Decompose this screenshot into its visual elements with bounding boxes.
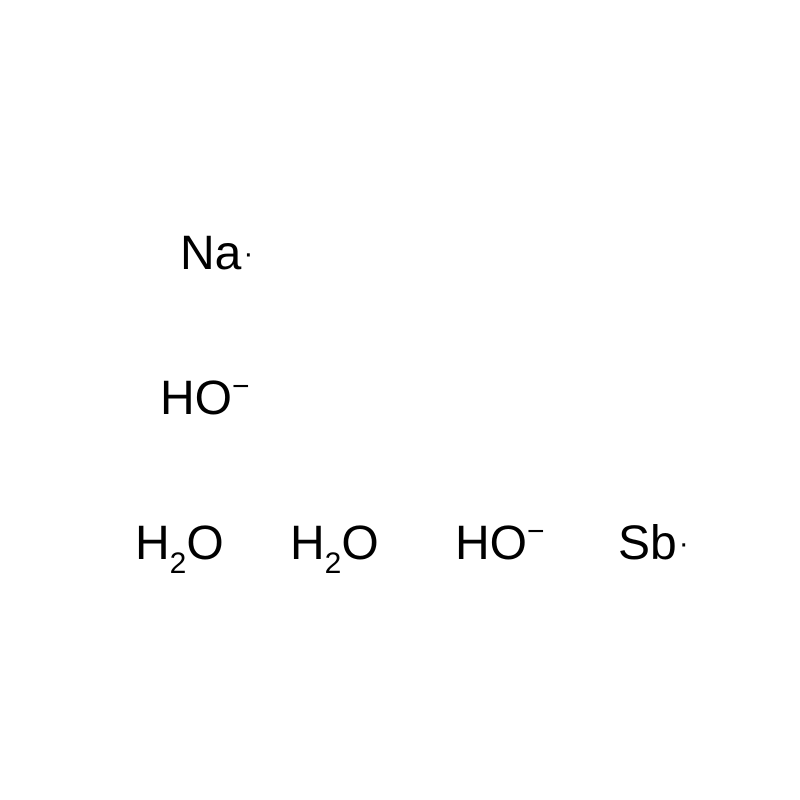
species-water-left: H2O bbox=[135, 520, 224, 571]
sb-radical-dot: · bbox=[677, 527, 689, 560]
species-na: Na· bbox=[180, 230, 253, 278]
hydroxide-top-charge: − bbox=[232, 370, 250, 403]
species-hydroxide-right: HO− bbox=[455, 520, 545, 568]
hydroxide-right-charge: − bbox=[527, 515, 545, 548]
sb-symbol: Sb bbox=[618, 517, 677, 570]
hydroxide-right-formula: HO bbox=[455, 517, 527, 570]
water-left-sub2: 2 bbox=[170, 547, 187, 580]
water-left-O: O bbox=[186, 517, 223, 570]
water-mid-O: O bbox=[341, 517, 378, 570]
water-mid-H: H bbox=[290, 517, 325, 570]
species-hydroxide-top: HO− bbox=[160, 375, 250, 423]
na-radical-dot: · bbox=[241, 237, 253, 270]
species-water-mid: H2O bbox=[290, 520, 379, 571]
water-left-H: H bbox=[135, 517, 170, 570]
hydroxide-top-formula: HO bbox=[160, 372, 232, 425]
chemical-structure-canvas: Na· HO− H2O H2O HO− Sb· bbox=[0, 0, 800, 800]
species-sb: Sb· bbox=[618, 520, 689, 568]
water-mid-sub2: 2 bbox=[325, 547, 342, 580]
na-symbol: Na bbox=[180, 227, 241, 280]
